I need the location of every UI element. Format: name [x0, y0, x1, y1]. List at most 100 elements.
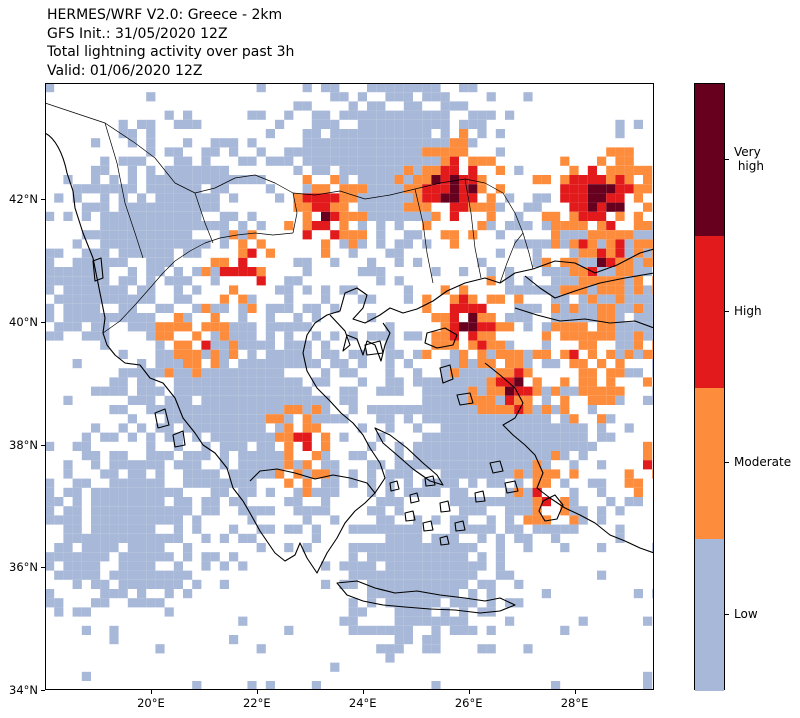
lightning-cell — [155, 460, 165, 470]
lightning-cell — [569, 211, 579, 221]
lightning-cell — [449, 561, 459, 571]
lightning-cell — [247, 460, 257, 470]
lightning-cell — [413, 533, 423, 543]
lightning-cell — [468, 395, 478, 405]
lightning-cell — [468, 313, 478, 323]
lightning-cell — [403, 129, 413, 139]
lightning-cell — [477, 184, 487, 194]
lat-label-36: 36°N — [9, 560, 38, 575]
lightning-cell — [514, 368, 524, 378]
lightning-cell — [219, 331, 229, 341]
lightning-cell — [339, 432, 349, 442]
lightning-cell — [431, 460, 441, 470]
lightning-cell — [569, 515, 579, 525]
lightning-cell — [100, 386, 110, 396]
lightning-cell — [238, 239, 248, 249]
lightning-cell — [394, 138, 404, 148]
lightning-cell — [652, 230, 654, 240]
lightning-cell — [403, 156, 413, 166]
lightning-cell — [173, 359, 183, 369]
lightning-cell — [569, 230, 579, 240]
lightning-cell — [376, 221, 386, 231]
lightning-cell — [146, 276, 156, 286]
lightning-cell — [413, 230, 423, 240]
lightning-cell — [495, 460, 505, 470]
lightning-cell — [523, 423, 533, 433]
lightning-cell — [91, 487, 101, 497]
lightning-cell — [459, 524, 469, 534]
lightning-cell — [100, 248, 110, 258]
lightning-cell — [495, 184, 505, 194]
lightning-cell — [45, 211, 55, 221]
lightning-cell — [63, 515, 73, 525]
lightning-cell — [265, 451, 275, 461]
lightning-cell — [477, 469, 487, 479]
lightning-cell — [91, 561, 101, 571]
lightning-cell — [569, 359, 579, 369]
lightning-cell — [183, 184, 193, 194]
lightning-cell — [265, 506, 275, 516]
lightning-cell — [587, 285, 597, 295]
lightning-cell — [321, 340, 331, 350]
lightning-cell — [91, 386, 101, 396]
lightning-cell — [164, 349, 174, 359]
lightning-cell — [551, 276, 561, 286]
lightning-cell — [367, 552, 377, 562]
lightning-cell — [357, 543, 367, 553]
lightning-cell — [155, 552, 165, 562]
lightning-cell — [560, 451, 570, 461]
lightning-cell — [357, 561, 367, 571]
lightning-cell — [376, 129, 386, 139]
lightning-cell — [652, 322, 654, 332]
lightning-cell — [219, 175, 229, 185]
lightning-cell — [118, 533, 128, 543]
lightning-cell — [275, 451, 285, 461]
lightning-cell — [229, 267, 239, 277]
lightning-cell — [514, 497, 524, 507]
lightning-cell — [422, 561, 432, 571]
lightning-cell — [431, 405, 441, 415]
lightning-cell — [394, 92, 404, 102]
lightning-cell — [155, 359, 165, 369]
lightning-cell — [265, 349, 275, 359]
lightning-cell — [173, 515, 183, 525]
lightning-cell — [229, 524, 239, 534]
lightning-cell — [486, 414, 496, 424]
lightning-cell — [173, 533, 183, 543]
lightning-cell — [357, 423, 367, 433]
lightning-cell — [551, 451, 561, 461]
lightning-cell — [394, 644, 404, 654]
lightning-cell — [155, 515, 165, 525]
lightning-cell — [413, 377, 423, 387]
lightning-cell — [219, 414, 229, 424]
lightning-cell — [72, 487, 82, 497]
lightning-cell — [201, 451, 211, 461]
lightning-cell — [238, 423, 248, 433]
lightning-cell — [367, 110, 377, 120]
lightning-cell — [357, 156, 367, 166]
lightning-cell — [624, 322, 634, 332]
lightning-cell — [146, 478, 156, 488]
lightning-cell — [265, 248, 275, 258]
lightning-cell — [597, 184, 607, 194]
lightning-cell — [164, 359, 174, 369]
lightning-cell — [284, 340, 294, 350]
lightning-cell — [431, 386, 441, 396]
lightning-cell — [578, 340, 588, 350]
lightning-cell — [449, 451, 459, 461]
lightning-cell — [146, 239, 156, 249]
lightning-cell — [45, 257, 55, 267]
lightning-cell — [137, 294, 147, 304]
lightning-cell — [486, 92, 496, 102]
lightning-cell — [541, 239, 551, 249]
lightning-cell — [247, 478, 257, 488]
lightning-cell — [302, 221, 312, 231]
lightning-cell — [109, 221, 119, 231]
lightning-cell — [403, 414, 413, 424]
lightning-cell — [422, 487, 432, 497]
lightning-cell — [100, 552, 110, 562]
lightning-cell — [330, 211, 340, 221]
lightning-cell — [210, 165, 220, 175]
lightning-cell — [486, 598, 496, 608]
lightning-cell — [560, 267, 570, 277]
